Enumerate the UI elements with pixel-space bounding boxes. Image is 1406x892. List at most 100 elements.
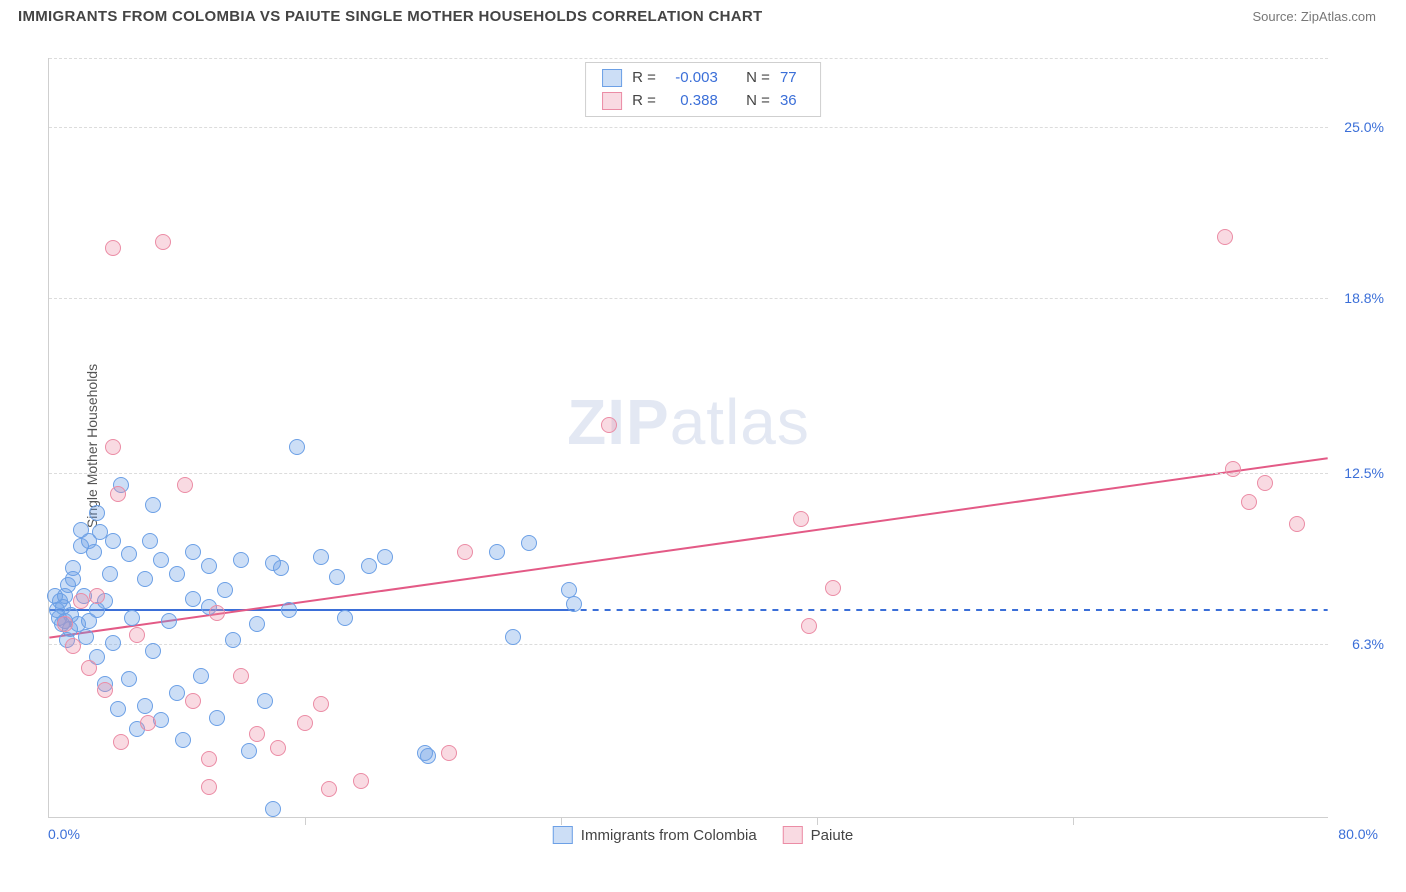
scatter-point [249, 616, 265, 632]
legend-swatch-series1 [553, 826, 573, 844]
scatter-point [47, 588, 63, 604]
trend-lines-svg [49, 58, 1328, 817]
gridline [49, 127, 1328, 128]
x-tick [817, 817, 818, 825]
scatter-point [137, 571, 153, 587]
scatter-point [249, 726, 265, 742]
scatter-point [102, 566, 118, 582]
legend-swatch-series2 [783, 826, 803, 844]
scatter-point [233, 668, 249, 684]
scatter-point [89, 588, 105, 604]
scatter-point [65, 560, 81, 576]
scatter-point [273, 560, 289, 576]
r-label: R = [632, 90, 656, 113]
scatter-point [521, 535, 537, 551]
x-tick [305, 817, 306, 825]
scatter-point [97, 682, 113, 698]
scatter-point [209, 710, 225, 726]
scatter-point [1217, 229, 1233, 245]
scatter-point [313, 696, 329, 712]
scatter-point [420, 748, 436, 764]
gridline [49, 298, 1328, 299]
scatter-point [145, 643, 161, 659]
scatter-point [110, 486, 126, 502]
scatter-point [169, 685, 185, 701]
chart-plot-area: ZIPatlas 6.3%12.5%18.8%25.0% [48, 58, 1328, 818]
scatter-point [65, 638, 81, 654]
x-axis-max-label: 80.0% [1338, 826, 1378, 842]
legend-row-series2: R = 0.388 N = 36 [602, 90, 804, 113]
scatter-point [177, 477, 193, 493]
gridline [49, 473, 1328, 474]
scatter-point [601, 417, 617, 433]
watermark-bold: ZIP [567, 386, 670, 458]
scatter-point [124, 610, 140, 626]
scatter-point [1225, 461, 1241, 477]
scatter-point [140, 715, 156, 731]
scatter-point [441, 745, 457, 761]
n-value-series1: 77 [780, 67, 804, 90]
gridline [49, 644, 1328, 645]
x-tick [1073, 817, 1074, 825]
scatter-point [201, 751, 217, 767]
watermark-rest: atlas [670, 386, 810, 458]
scatter-point [129, 627, 145, 643]
legend-label-series2: Paiute [811, 827, 854, 844]
scatter-point [145, 497, 161, 513]
source-label: Source: [1252, 9, 1300, 24]
scatter-point [233, 552, 249, 568]
scatter-point [169, 566, 185, 582]
n-value-series2: 36 [780, 90, 804, 113]
x-tick [561, 817, 562, 825]
n-label: N = [746, 67, 770, 90]
legend-swatch-series2 [602, 92, 622, 110]
scatter-point [329, 569, 345, 585]
scatter-point [185, 591, 201, 607]
scatter-point [153, 552, 169, 568]
scatter-point [566, 596, 582, 612]
y-tick-label: 12.5% [1334, 465, 1384, 481]
scatter-point [201, 779, 217, 795]
scatter-point [121, 671, 137, 687]
scatter-point [377, 549, 393, 565]
scatter-point [361, 558, 377, 574]
title-bar: IMMIGRANTS FROM COLOMBIA VS PAIUTE SINGL… [0, 0, 1406, 31]
scatter-point [86, 544, 102, 560]
scatter-point [175, 732, 191, 748]
scatter-point [209, 605, 225, 621]
scatter-point [201, 558, 217, 574]
source-name: ZipAtlas.com [1301, 9, 1376, 24]
scatter-point [81, 660, 97, 676]
scatter-point [57, 616, 73, 632]
legend-swatch-series1 [602, 69, 622, 87]
chart-title: IMMIGRANTS FROM COLOMBIA VS PAIUTE SINGL… [18, 8, 762, 25]
scatter-point [155, 234, 171, 250]
scatter-point [289, 439, 305, 455]
scatter-point [185, 544, 201, 560]
scatter-point [313, 549, 329, 565]
scatter-point [121, 546, 137, 562]
scatter-point [89, 602, 105, 618]
r-value-series2: 0.388 [666, 90, 718, 113]
scatter-point [321, 781, 337, 797]
scatter-point [1257, 475, 1273, 491]
scatter-point [297, 715, 313, 731]
scatter-point [193, 668, 209, 684]
n-label: N = [746, 90, 770, 113]
scatter-point [505, 629, 521, 645]
scatter-point [105, 439, 121, 455]
legend-label-series1: Immigrants from Colombia [581, 827, 757, 844]
scatter-point [105, 240, 121, 256]
legend-top: R = -0.003 N = 77 R = 0.388 N = 36 [585, 62, 821, 117]
legend-bottom-item-series1: Immigrants from Colombia [553, 826, 757, 844]
scatter-point [217, 582, 233, 598]
scatter-point [1241, 494, 1257, 510]
scatter-point [113, 734, 129, 750]
scatter-point [337, 610, 353, 626]
scatter-point [353, 773, 369, 789]
scatter-point [457, 544, 473, 560]
scatter-point [105, 635, 121, 651]
scatter-point [142, 533, 158, 549]
legend-bottom: Immigrants from Colombia Paiute [553, 826, 853, 844]
scatter-point [241, 743, 257, 759]
